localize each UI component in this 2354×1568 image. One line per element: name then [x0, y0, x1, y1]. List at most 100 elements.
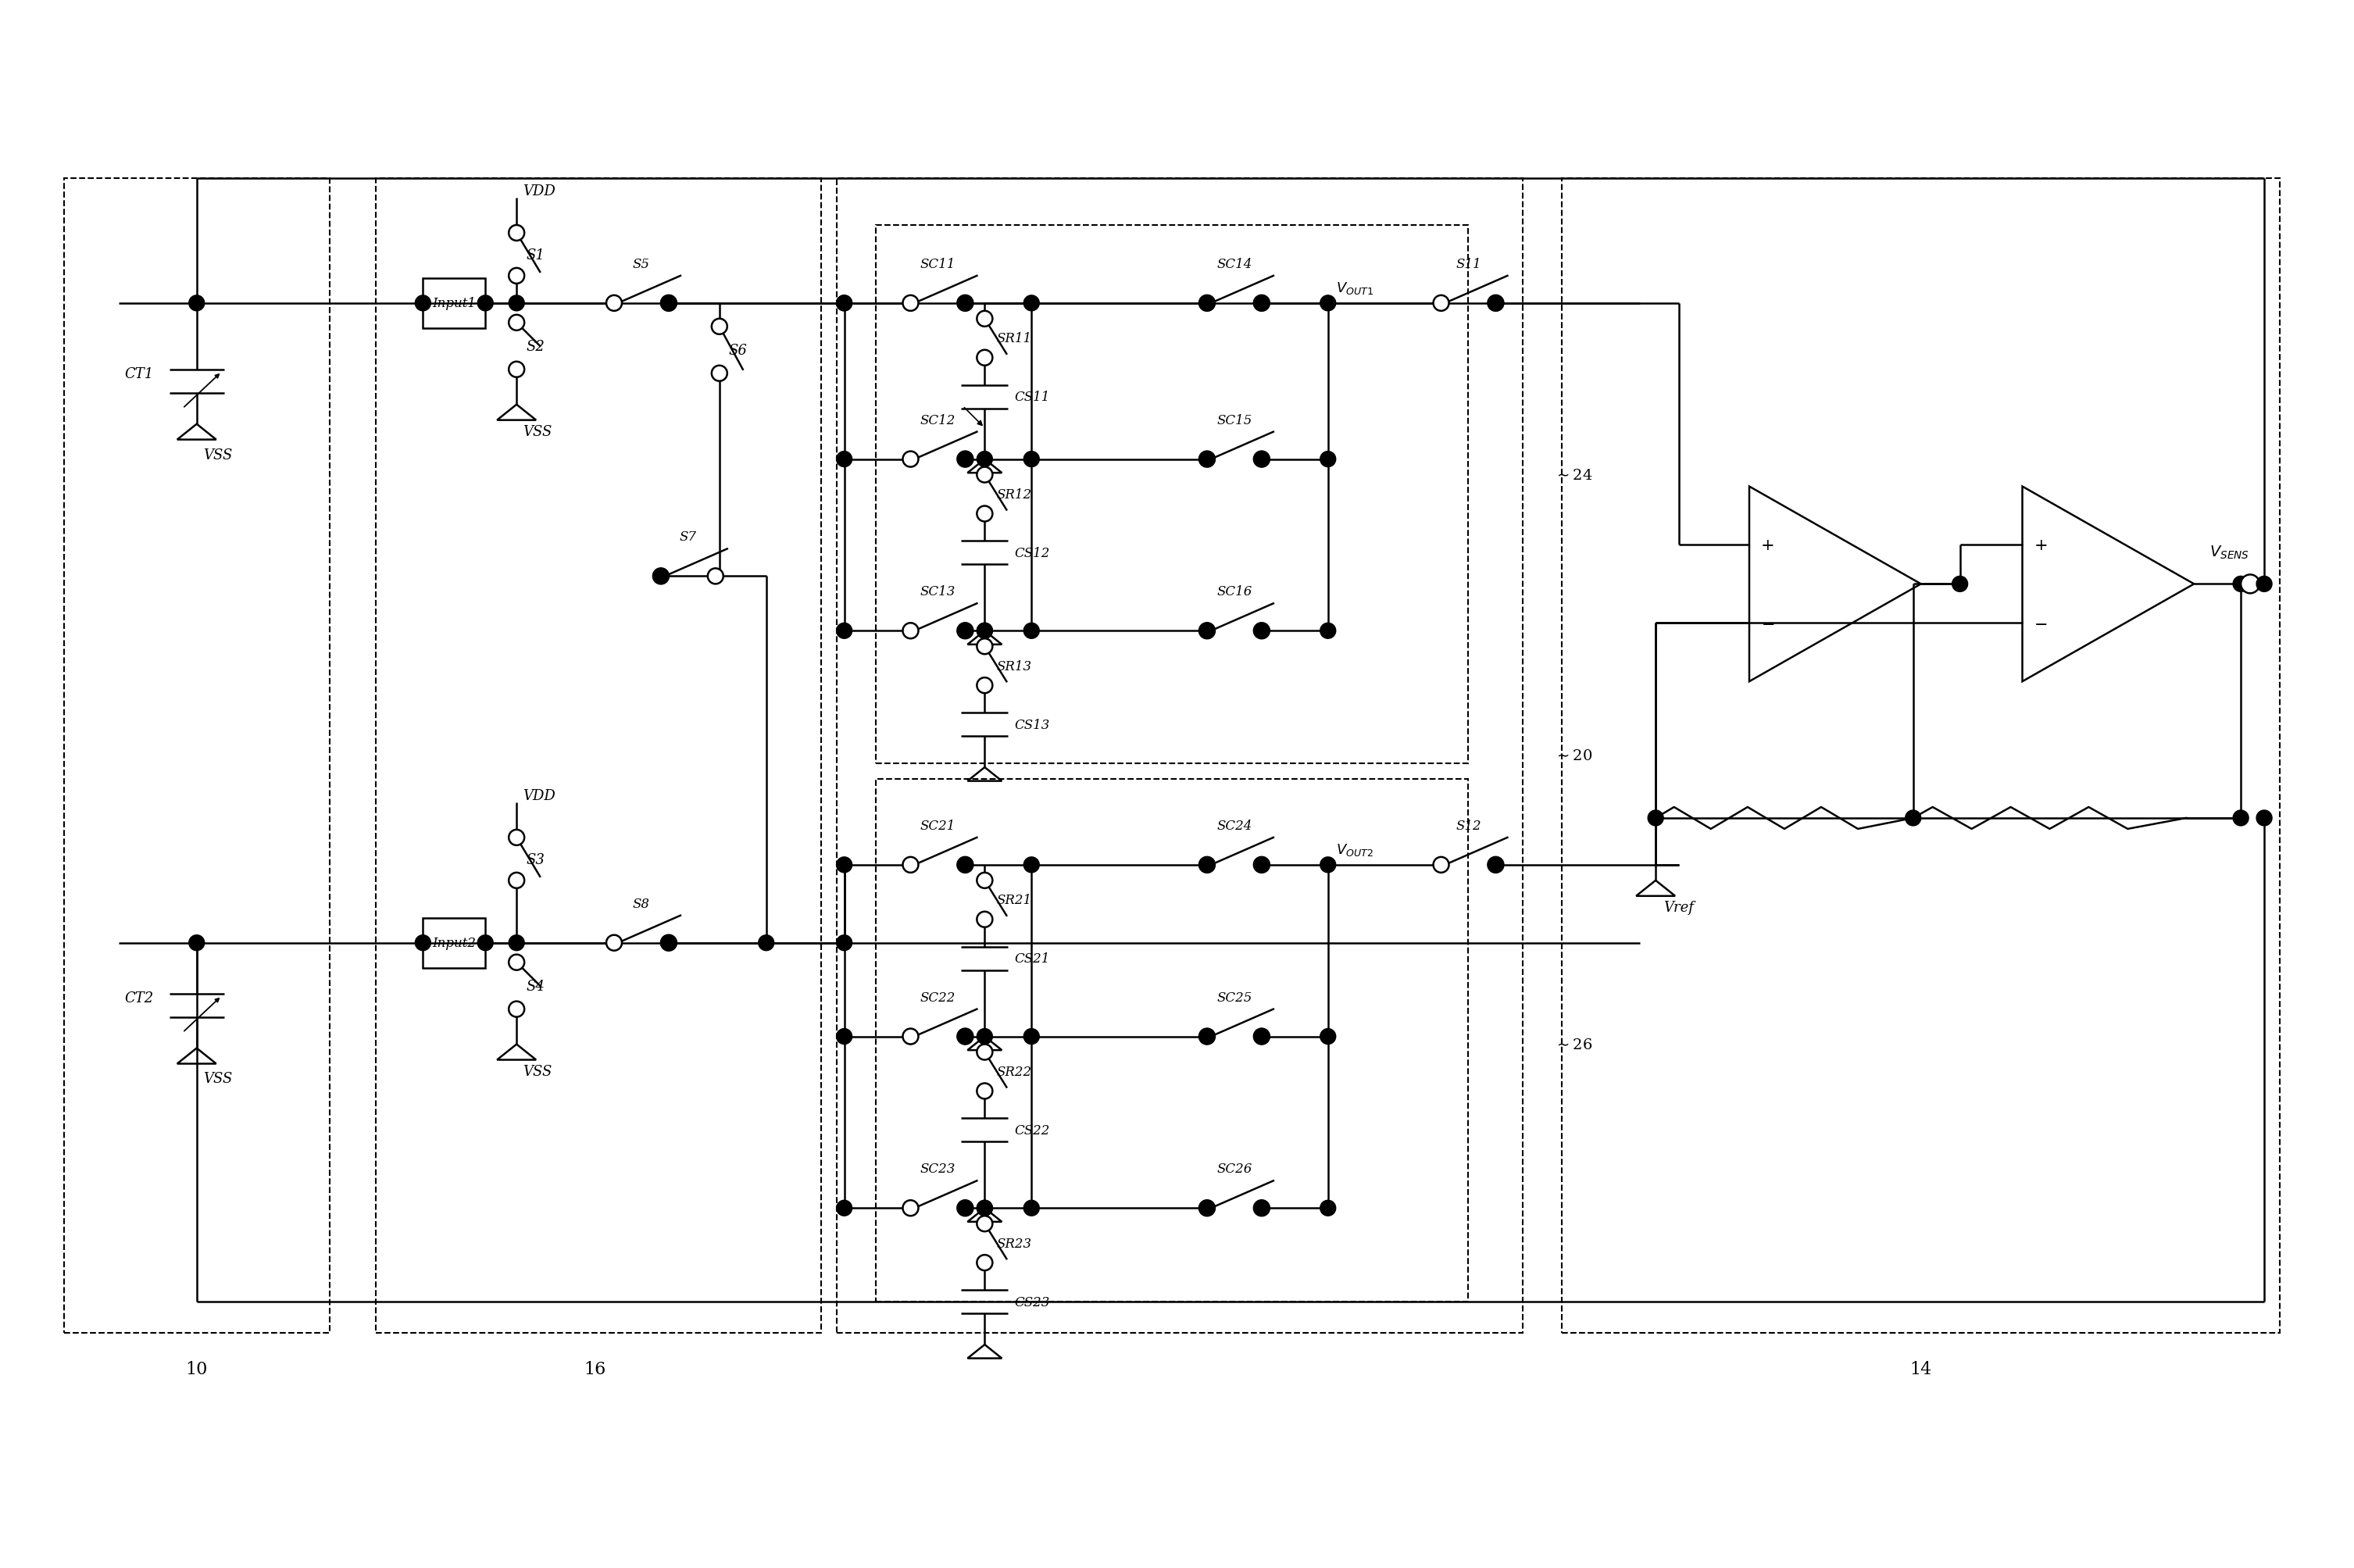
Text: CT1: CT1	[125, 367, 153, 381]
Circle shape	[958, 296, 972, 312]
Circle shape	[661, 296, 676, 312]
Text: SR11: SR11	[996, 332, 1031, 345]
Text: Input1: Input1	[433, 296, 476, 310]
Circle shape	[508, 873, 525, 889]
Circle shape	[836, 1029, 852, 1044]
Circle shape	[711, 320, 727, 336]
Circle shape	[958, 858, 972, 873]
Circle shape	[958, 1201, 972, 1217]
Circle shape	[977, 913, 993, 928]
Text: S1: S1	[525, 248, 544, 262]
Circle shape	[958, 1029, 972, 1044]
Circle shape	[958, 452, 972, 467]
Circle shape	[904, 452, 918, 467]
Circle shape	[977, 624, 993, 638]
Circle shape	[977, 677, 993, 693]
Circle shape	[836, 296, 852, 312]
Circle shape	[977, 873, 993, 889]
Circle shape	[958, 1201, 972, 1217]
Circle shape	[977, 452, 993, 467]
Circle shape	[958, 296, 972, 312]
Text: Vref: Vref	[1664, 900, 1695, 914]
Text: SC11: SC11	[920, 257, 956, 271]
Circle shape	[836, 624, 852, 638]
Circle shape	[1198, 1201, 1215, 1217]
Circle shape	[1198, 624, 1215, 638]
Text: SC15: SC15	[1217, 414, 1252, 426]
Text: VDD: VDD	[523, 789, 556, 803]
Text: VSS: VSS	[523, 425, 551, 439]
Circle shape	[1255, 858, 1269, 873]
Text: SC23: SC23	[920, 1162, 956, 1176]
Text: VSS: VSS	[202, 1073, 233, 1085]
Circle shape	[478, 935, 492, 950]
Circle shape	[1255, 858, 1269, 873]
Text: CS21: CS21	[1015, 952, 1050, 966]
Text: SC16: SC16	[1217, 585, 1252, 599]
Circle shape	[977, 1254, 993, 1270]
Bar	[64, 179, 330, 1333]
Text: SR13: SR13	[996, 660, 1031, 673]
Text: VSS: VSS	[523, 1065, 551, 1079]
Circle shape	[1198, 296, 1215, 312]
Bar	[836, 179, 1523, 1333]
Circle shape	[508, 268, 525, 284]
Text: SR23: SR23	[996, 1237, 1031, 1250]
Circle shape	[977, 1029, 993, 1044]
Circle shape	[1255, 1029, 1269, 1044]
Text: S6: S6	[730, 343, 749, 358]
Circle shape	[661, 935, 676, 950]
Circle shape	[904, 858, 918, 873]
Circle shape	[709, 569, 723, 585]
Circle shape	[958, 858, 972, 873]
Text: SC24: SC24	[1217, 818, 1252, 833]
Circle shape	[188, 296, 205, 312]
Circle shape	[661, 296, 676, 312]
Circle shape	[2257, 811, 2272, 826]
Circle shape	[508, 296, 525, 312]
Circle shape	[904, 452, 918, 467]
Circle shape	[607, 935, 621, 950]
Circle shape	[958, 452, 972, 467]
Circle shape	[1255, 452, 1269, 467]
Text: S5: S5	[633, 257, 650, 271]
Circle shape	[1024, 296, 1040, 312]
Circle shape	[1321, 858, 1335, 873]
Circle shape	[1255, 296, 1269, 312]
Circle shape	[711, 365, 727, 381]
Circle shape	[607, 935, 621, 950]
Circle shape	[836, 1201, 852, 1217]
Bar	[377, 179, 822, 1333]
Circle shape	[836, 452, 852, 467]
Circle shape	[1255, 624, 1269, 638]
Text: S3: S3	[525, 853, 544, 867]
Circle shape	[904, 624, 918, 638]
Circle shape	[1198, 1029, 1215, 1044]
Text: $-$: $-$	[2034, 616, 2048, 630]
Circle shape	[977, 638, 993, 654]
Text: $\sim$20: $\sim$20	[1554, 750, 1594, 764]
Circle shape	[977, 624, 993, 638]
Circle shape	[958, 624, 972, 638]
Text: SR12: SR12	[996, 488, 1031, 502]
Circle shape	[758, 935, 774, 950]
Circle shape	[188, 935, 205, 950]
Circle shape	[1198, 1029, 1215, 1044]
Circle shape	[1198, 858, 1215, 873]
Circle shape	[958, 1029, 972, 1044]
Circle shape	[836, 935, 852, 950]
Text: SC21: SC21	[920, 818, 956, 833]
Circle shape	[607, 296, 621, 312]
Circle shape	[1024, 452, 1040, 467]
Circle shape	[1951, 577, 1968, 593]
Circle shape	[508, 935, 525, 950]
Text: SR21: SR21	[996, 894, 1031, 906]
Circle shape	[1198, 296, 1215, 312]
Circle shape	[904, 296, 918, 312]
Text: SC13: SC13	[920, 585, 956, 599]
Text: $\sim$26: $\sim$26	[1554, 1038, 1594, 1052]
Text: VDD: VDD	[523, 185, 556, 199]
Text: +: +	[2034, 538, 2048, 554]
Text: VSS: VSS	[202, 448, 233, 463]
Circle shape	[1648, 811, 1664, 826]
